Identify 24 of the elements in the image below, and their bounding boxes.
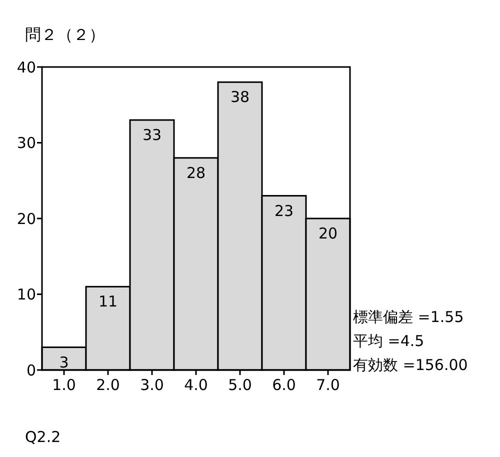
- text: 標準偏差 =1.55: [353, 308, 464, 326]
- data-label: 33: [142, 126, 162, 144]
- data-label: 23: [274, 202, 294, 220]
- y-tick-label: 0: [26, 361, 36, 380]
- x-tick-label: 3.0: [140, 376, 164, 394]
- y-tick-label: 30: [16, 134, 36, 152]
- y-tick-label: 20: [16, 210, 36, 228]
- x-tick-label: 7.0: [316, 376, 340, 394]
- data-label: 20: [318, 224, 338, 242]
- data-label: 38: [230, 88, 250, 106]
- x-tick-label: 5.0: [228, 376, 252, 394]
- x-tick-label: 6.0: [272, 376, 296, 394]
- data-label: 28: [186, 164, 206, 182]
- x-axis-title: Q2.2: [25, 428, 61, 446]
- data-label: 11: [98, 292, 118, 311]
- y-tick-label: 10: [16, 286, 36, 304]
- x-tick-label: 1.0: [52, 376, 76, 394]
- chart-title: 問２（２）: [25, 25, 105, 44]
- x-tick-label: 4.0: [184, 376, 208, 394]
- text: 平均 =4.5: [353, 332, 424, 350]
- x-tick-label: 2.0: [96, 376, 120, 394]
- text: 有効数 =156.00: [353, 356, 468, 374]
- y-tick-label: 40: [16, 58, 36, 76]
- data-label: 3: [59, 353, 69, 372]
